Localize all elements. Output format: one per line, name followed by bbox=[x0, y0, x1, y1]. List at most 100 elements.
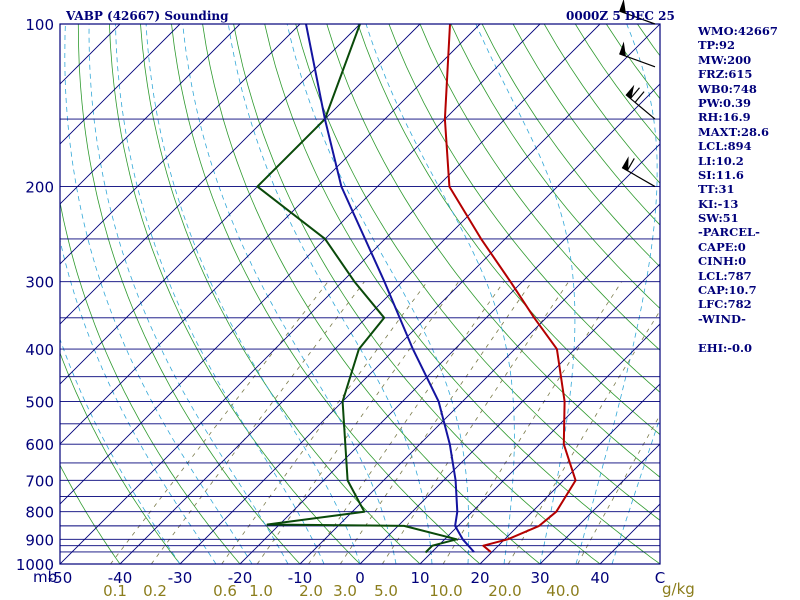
wind-barb-flag bbox=[625, 84, 635, 100]
dewpoint-line bbox=[256, 24, 458, 554]
mixing-ratio-tick-label: 0.2 bbox=[143, 582, 167, 600]
index-line: -PARCEL- bbox=[698, 225, 760, 240]
pressure-tick-label: 200 bbox=[25, 179, 54, 197]
pressure-tick-label: 600 bbox=[25, 436, 54, 454]
index-line: EHI:-0.0 bbox=[698, 340, 753, 355]
dry-adiabat bbox=[202, 24, 541, 564]
dry-adiabat bbox=[450, 24, 660, 309]
isotherm bbox=[60, 24, 361, 325]
pressure-tick-label: 800 bbox=[25, 504, 54, 522]
dry-adiabat bbox=[481, 24, 660, 268]
index-line: TP:92 bbox=[698, 38, 736, 53]
isotherm bbox=[60, 24, 241, 205]
isotherm bbox=[179, 83, 660, 564]
dry-adiabat bbox=[60, 464, 121, 564]
index-line: SI:11.6 bbox=[698, 167, 744, 182]
index-line: MAXT:28.6 bbox=[698, 124, 769, 139]
wind-barb-flag bbox=[619, 0, 626, 14]
pressure-tick-label: 300 bbox=[25, 274, 54, 292]
mixing-ratio-line bbox=[308, 281, 505, 564]
wind-barb-staff bbox=[619, 10, 656, 25]
dry-adiabat bbox=[140, 24, 421, 564]
index-line: LCL:787 bbox=[698, 268, 752, 283]
temperature-tick-label: -20 bbox=[228, 569, 253, 587]
dry-adiabat bbox=[233, 24, 601, 564]
pressure-tick-label: 700 bbox=[25, 472, 54, 490]
index-line: PW:0.39 bbox=[698, 95, 752, 110]
indices-panel: WMO:42667 TP:92 MW:200 FRZ:615 WB0:748 PW:0.3… bbox=[698, 24, 798, 355]
isotherm bbox=[419, 323, 660, 564]
mixing-ratio-unit-label: g/kg bbox=[662, 580, 695, 598]
dry-adiabat bbox=[77, 24, 301, 564]
moist-adiabat bbox=[88, 24, 289, 564]
dry-adiabat bbox=[326, 24, 660, 478]
pressure-tick-label: 1000 bbox=[16, 556, 54, 574]
parcel-line bbox=[305, 24, 475, 553]
mixing-ratio-tick-label: 1.0 bbox=[249, 582, 273, 600]
plot-area bbox=[60, 24, 660, 564]
mixing-ratio-tick-label: 40.0 bbox=[546, 582, 579, 600]
mixing-ratio-tick-label: 0.6 bbox=[213, 582, 237, 600]
dry-adiabat bbox=[264, 24, 660, 564]
index-line bbox=[698, 326, 798, 340]
index-line: SW:51 bbox=[698, 211, 739, 226]
dry-adiabat bbox=[60, 200, 241, 564]
mixing-ratio-tick-label: 3.0 bbox=[333, 582, 357, 600]
wind-barb-feather bbox=[634, 91, 645, 103]
index-line: LFC:782 bbox=[698, 297, 752, 312]
wind-barb-feather bbox=[626, 158, 635, 171]
index-line: RH:16.9 bbox=[698, 110, 751, 125]
index-line: KI:-13 bbox=[698, 196, 739, 211]
isotherm bbox=[60, 24, 421, 385]
mixing-ratio-tick-label: 5.0 bbox=[374, 582, 398, 600]
index-line: -WIND- bbox=[698, 311, 746, 326]
isotherm bbox=[479, 383, 660, 564]
mixing-ratio-tick-label: 2.0 bbox=[299, 582, 323, 600]
index-line: FRZ:615 bbox=[698, 67, 753, 82]
plot-frame bbox=[59, 23, 661, 565]
mixing-ratio-tick-label: 10.0 bbox=[429, 582, 462, 600]
temperature-line bbox=[443, 24, 577, 553]
isotherm bbox=[60, 24, 481, 445]
mixing-ratio-tick-label: 20.0 bbox=[488, 582, 521, 600]
index-line: TT:31 bbox=[698, 182, 735, 197]
wind-barb-flag bbox=[622, 156, 629, 172]
temperature-tick-label: C bbox=[655, 569, 665, 587]
pressure-tick-label: 500 bbox=[25, 393, 54, 411]
index-line: LCL:894 bbox=[698, 139, 752, 154]
dry-adiabat bbox=[295, 24, 660, 521]
index-line: MW:200 bbox=[698, 52, 752, 67]
isotherm bbox=[60, 24, 601, 564]
wind-barb-feather bbox=[630, 87, 640, 99]
isotherm bbox=[239, 143, 660, 564]
index-line: LI:10.2 bbox=[698, 153, 744, 168]
mixing-ratio-tick-label: 0.1 bbox=[103, 582, 127, 600]
temperature-tick-label: 0 bbox=[355, 569, 365, 587]
temperature-tick-label: 40 bbox=[590, 569, 609, 587]
isotherm bbox=[359, 263, 660, 564]
pressure-tick-label: 900 bbox=[25, 531, 54, 549]
wind-barb-staff bbox=[619, 53, 656, 68]
station-title: VABP (42667) Sounding bbox=[66, 9, 229, 23]
pressure-tick-label: 100 bbox=[25, 16, 54, 34]
moist-adiabat bbox=[365, 24, 515, 564]
pressure-tick-label: 400 bbox=[25, 341, 54, 359]
temperature-tick-label: -40 bbox=[108, 569, 133, 587]
index-line: WMO:42667 bbox=[698, 24, 778, 38]
index-line: CAP:10.7 bbox=[698, 283, 757, 298]
temperature-tick-label: -30 bbox=[168, 569, 193, 587]
isotherm bbox=[299, 203, 660, 564]
isotherm bbox=[539, 443, 660, 564]
mixing-ratio-line bbox=[221, 281, 428, 564]
index-line: CAPE:0 bbox=[698, 239, 746, 254]
temperature-tick-label: 20 bbox=[470, 569, 489, 587]
isotherm bbox=[60, 24, 301, 265]
temperature-tick-label: -50 bbox=[48, 569, 73, 587]
dry-adiabat bbox=[419, 24, 660, 351]
dry-adiabat bbox=[109, 24, 361, 564]
dry-adiabat bbox=[60, 351, 181, 564]
isotherm bbox=[60, 24, 181, 145]
sounding-time: 0000Z 5 DEC 25 bbox=[566, 9, 675, 23]
